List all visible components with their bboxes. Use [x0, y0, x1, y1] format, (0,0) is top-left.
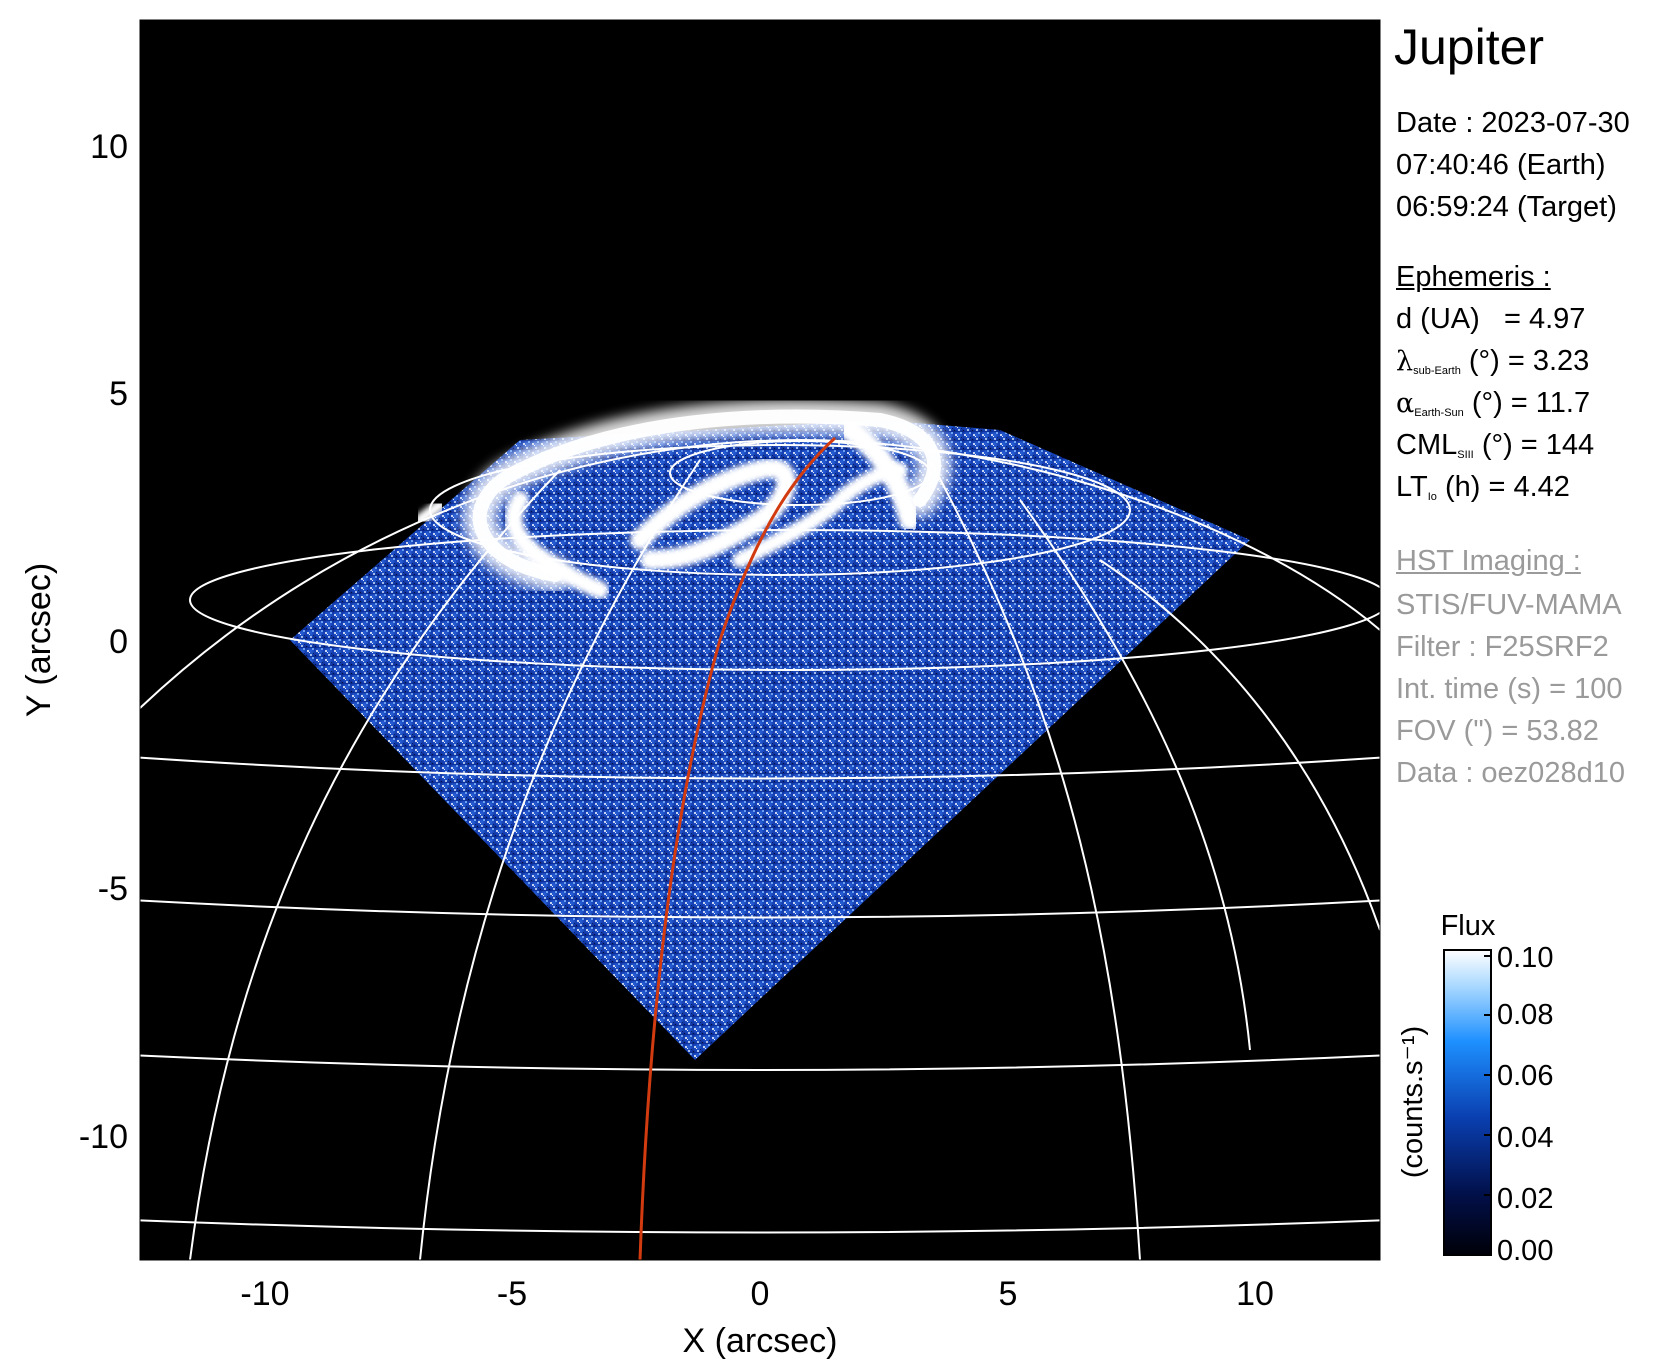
lt-value: (h) = 4.42: [1444, 471, 1570, 503]
colorbar-tick: 0.04: [1497, 1122, 1553, 1154]
x-tick-label: 0: [751, 1275, 770, 1313]
io-footprint-trace: [638, 436, 837, 1260]
planet-title: Jupiter: [1394, 19, 1545, 75]
latitude-grid: [140, 440, 1380, 1234]
distance-label: d (UA): [1396, 303, 1480, 335]
lt-subscript: Io: [1427, 491, 1437, 503]
ephemeris-distance: d (UA) = 4.97: [1396, 298, 1585, 340]
distance-value: = 4.97: [1503, 303, 1586, 335]
y-tick-label: 10: [90, 128, 128, 166]
colorbar-tick: 0.10: [1497, 942, 1553, 974]
longitude-grid: [140, 438, 1380, 1260]
imaging-int-time: Int. time (s) = 100: [1396, 673, 1623, 705]
colorbar-tick: 0.00: [1497, 1235, 1553, 1267]
colorbar: Flux 0.10 0.08 0.06 0.04 0.02 0.00 (coun…: [1397, 910, 1553, 1267]
x-tick-label: 10: [1236, 1275, 1274, 1313]
auroral-oval: [414, 399, 952, 599]
latitude-value: (°) = 3.23: [1468, 345, 1590, 377]
imaging-filter: Filter : F25SRF2: [1396, 631, 1609, 663]
lt-label: LT: [1396, 471, 1428, 503]
y-tick-label: 5: [109, 375, 128, 413]
cml-label: CML: [1396, 429, 1458, 461]
lambda-symbol: λ: [1396, 346, 1414, 377]
y-axis-label: Y (arcsec): [20, 563, 58, 717]
cml-value: (°) = 144: [1481, 429, 1595, 461]
y-tick-label: -10: [79, 1118, 128, 1156]
alpha-symbol: α: [1396, 388, 1415, 419]
ephemeris-latitude: λsub-Earth (°) = 3.23: [1396, 340, 1589, 392]
plot-frame: [139, 19, 1381, 1261]
x-tick-labels: -10 -5 0 5 10: [240, 1275, 1273, 1313]
imaging-fov: FOV (") = 53.82: [1396, 715, 1599, 747]
colorbar-tick: 0.06: [1497, 1060, 1553, 1092]
x-tick-label: -5: [497, 1275, 527, 1313]
colorbar-unit-label: (counts.s⁻¹): [1397, 1026, 1429, 1178]
colorbar-tick: 0.02: [1497, 1183, 1553, 1215]
ephemeris-phase: αEarth-Sun (°) = 11.7: [1396, 382, 1590, 434]
x-axis-label: X (arcsec): [683, 1322, 838, 1360]
colorbar-scale: [1443, 949, 1492, 1256]
imaging-instrument: STIS/FUV-MAMA: [1396, 589, 1622, 621]
ephemeris-heading: Ephemeris :: [1396, 261, 1551, 293]
y-tick-label: -5: [98, 870, 128, 908]
y-tick-labels: 10 5 0 -5 -10: [79, 128, 128, 1156]
phase-value: (°) = 11.7: [1471, 387, 1591, 419]
ephemeris-cml: CMLSIII (°) = 144: [1396, 424, 1594, 476]
imaging-data-id: Data : oez028d10: [1396, 757, 1625, 789]
earth-time-line: 07:40:46 (Earth): [1396, 149, 1606, 181]
ephemeris-local-time: LTIo (h) = 4.42: [1396, 466, 1570, 518]
x-tick-label: 5: [999, 1275, 1018, 1313]
colorbar-tick: 0.08: [1497, 999, 1553, 1031]
colorbar-title: Flux: [1441, 910, 1496, 942]
imaging-heading: HST Imaging :: [1396, 545, 1581, 577]
date-line: Date : 2023-07-30: [1396, 107, 1630, 139]
phase-subscript: Earth-Sun: [1414, 407, 1464, 419]
x-tick-label: -10: [240, 1275, 289, 1313]
y-tick-label: 0: [109, 623, 128, 661]
latitude-subscript: sub-Earth: [1413, 365, 1461, 377]
cml-subscript: SIII: [1457, 449, 1474, 461]
target-time-line: 06:59:24 (Target): [1396, 191, 1617, 223]
